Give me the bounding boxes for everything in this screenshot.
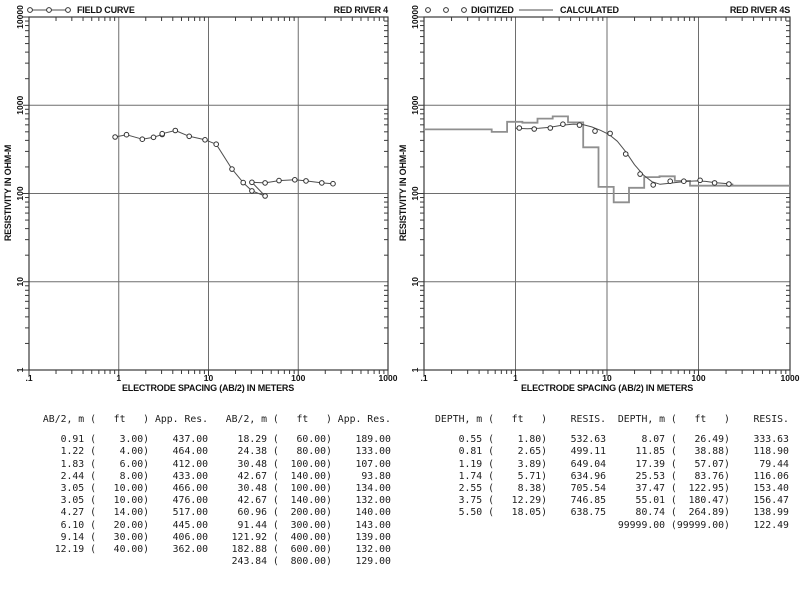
field-curve-marker <box>262 180 268 186</box>
field-curve-marker <box>330 180 336 187</box>
field-curve-marker <box>150 134 157 141</box>
x-tick-label: 100 <box>691 373 705 383</box>
digitized-marker <box>531 126 538 132</box>
right-chart-title: RED RIVER 4S <box>730 5 790 15</box>
layer-model-series <box>424 115 790 204</box>
y-tick-label: 10 <box>410 277 420 287</box>
digitized-marker <box>576 122 583 128</box>
plot-frame <box>28 16 389 371</box>
x-tick-label: 1 <box>116 373 121 383</box>
field-curve-marker <box>202 137 208 143</box>
field-curve-marker <box>292 177 298 183</box>
y-tick-label: 10 <box>15 277 25 287</box>
legend-label-calculated: CALCULATED <box>560 5 620 15</box>
x-tick-label: .1 <box>420 373 427 383</box>
field-curve-marker <box>123 131 130 138</box>
digitized-marker <box>726 181 732 187</box>
field-curve-line <box>115 130 334 197</box>
x-tick-label: .1 <box>25 373 32 383</box>
legend-label-digitized: DIGITIZED <box>471 5 514 15</box>
y-tick-label: 1 <box>15 367 25 372</box>
left-chart-title: RED RIVER 4 <box>334 5 389 15</box>
field-curve-marker <box>262 193 268 199</box>
field-curve-marker <box>319 180 325 186</box>
field-curve-series <box>112 127 336 199</box>
field-data-table: AB/2, m ( ft ) App. Res. AB/2, m ( ft ) … <box>37 414 391 568</box>
field-curve-legend-marker-icon <box>65 7 71 13</box>
field-curve-marker <box>249 188 255 194</box>
field-curve-marker <box>229 166 235 172</box>
plot-frame <box>423 16 791 371</box>
field-curve-marker <box>303 178 309 184</box>
y-tick-label: 100 <box>410 186 420 200</box>
model-table-header: DEPTH, m ( ft ) RESIS. DEPTH, m ( ft ) R… <box>435 414 789 425</box>
field-curve-marker <box>249 179 255 186</box>
x-tick-label: 1000 <box>379 373 398 383</box>
field-curve-marker <box>159 130 165 137</box>
left-yaxis-title: RESISTIVITY IN OHM-M <box>3 145 13 241</box>
y-tick-label: 10000 <box>410 5 420 29</box>
digitized-marker <box>516 125 523 131</box>
digitized-marker <box>560 121 566 127</box>
digitized-marker <box>547 125 554 131</box>
axis-ticks <box>23 16 389 376</box>
x-tick-label: 10 <box>602 373 612 383</box>
field-curve-legend-marker-icon <box>27 7 33 13</box>
digitized-marker <box>607 130 613 137</box>
y-tick-label: 10000 <box>15 5 25 29</box>
field-curve-marker <box>139 136 146 142</box>
digitized-marker <box>711 180 718 186</box>
digitized-legend-marker-icon <box>461 7 467 13</box>
grid <box>424 17 790 370</box>
field-curve-legend-marker-icon <box>46 7 52 13</box>
field-curve-marker <box>112 134 118 140</box>
left-xaxis-title: ELECTRODE SPACING (AB/2) IN METERS <box>122 383 294 393</box>
y-tick-label: 1000 <box>410 96 420 115</box>
field-curve-marker <box>240 179 246 186</box>
model-table-rows: 0.55 ( 1.80) 532.63 8.07 ( 26.49) 333.63… <box>458 434 789 531</box>
grid <box>29 17 388 370</box>
model-data-table: DEPTH, m ( ft ) RESIS. DEPTH, m ( ft ) R… <box>435 414 789 532</box>
digitized-legend-marker-icon <box>425 7 431 13</box>
field-table-header: AB/2, m ( ft ) App. Res. AB/2, m ( ft ) … <box>37 414 391 425</box>
digitized-marker <box>697 177 703 184</box>
legend-label-field-curve: FIELD CURVE <box>77 5 135 15</box>
digitized-marker <box>650 182 657 188</box>
axis-ticks <box>418 16 791 376</box>
digitized-marker <box>681 178 687 184</box>
field-curve-marker <box>172 127 179 134</box>
digitized-legend-marker-icon <box>443 7 449 13</box>
x-tick-label: 100 <box>291 373 305 383</box>
field-curve-marker <box>276 177 282 184</box>
y-tick-label: 1000 <box>15 96 25 115</box>
digitized-marker <box>592 128 598 134</box>
field-curve-marker <box>213 141 219 147</box>
x-tick-label: 10 <box>204 373 214 383</box>
digitized-series <box>516 121 732 188</box>
x-tick-label: 1 <box>513 373 518 383</box>
right-chart-legend: DIGITIZED CALCULATED <box>425 5 620 15</box>
field-table-rows: 0.91 ( 3.00) 437.00 18.29 ( 60.00) 189.0… <box>54 434 391 568</box>
layer-model-step-line <box>424 115 790 204</box>
x-tick-label: 1000 <box>781 373 800 383</box>
digitized-marker <box>667 178 674 184</box>
left-chart-legend: FIELD CURVE <box>27 5 135 15</box>
right-xaxis-title: ELECTRODE SPACING (AB/2) IN METERS <box>521 383 693 393</box>
digitized-marker <box>637 171 643 177</box>
y-tick-label: 1 <box>410 367 420 372</box>
field-curve-marker <box>186 133 192 140</box>
digitized-marker <box>622 151 629 157</box>
y-tick-label: 100 <box>15 186 25 200</box>
right-yaxis-title: RESISTIVITY IN OHM-M <box>398 145 408 241</box>
